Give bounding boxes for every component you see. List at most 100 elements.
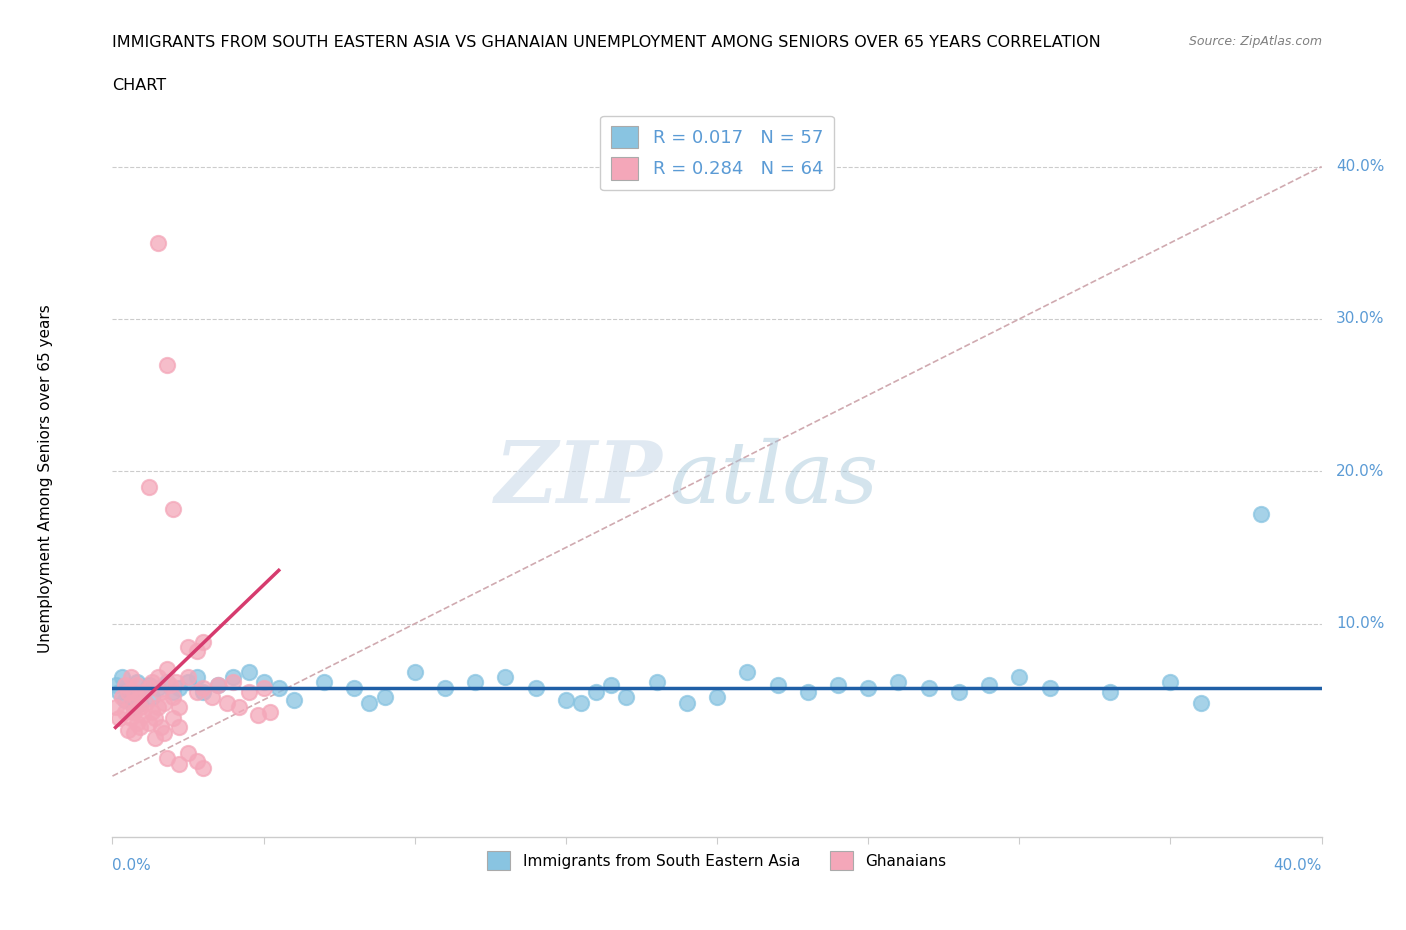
Point [238,665,260,680]
Point [253,680,276,695]
Point [246,708,269,723]
Point [104,700,127,715]
Point [167,720,190,735]
Point [141,689,163,704]
Point [125,677,148,692]
Text: 40.0%: 40.0% [1274,858,1322,873]
Text: 0.0%: 0.0% [112,858,152,873]
Point [228,700,250,715]
Point [404,665,426,680]
Point [122,700,145,715]
Point [737,665,759,680]
Point [1250,507,1272,522]
Point [146,670,169,684]
Text: CHART: CHART [112,78,166,93]
Point [464,674,486,689]
Point [796,684,818,699]
Point [128,720,150,735]
Point [149,720,172,735]
Point [177,639,200,654]
Point [138,715,160,730]
Point [524,680,547,695]
Point [827,677,849,692]
Point [110,670,132,684]
Point [433,680,456,695]
Point [314,674,336,689]
Point [253,674,276,689]
Point [1159,674,1181,689]
Point [918,680,941,695]
Point [138,680,160,695]
Point [132,684,155,699]
Point [120,711,142,725]
Point [138,479,160,494]
Point [120,696,142,711]
Point [132,708,155,723]
Point [146,680,169,695]
Point [585,684,607,699]
Point [616,689,638,704]
Point [149,684,172,699]
Text: 40.0%: 40.0% [1336,159,1385,174]
Point [153,696,176,711]
Point [167,680,190,695]
Point [191,634,214,649]
Point [107,684,129,699]
Point [162,684,184,699]
Point [283,693,305,708]
Point [156,357,179,372]
Point [186,644,208,658]
Text: atlas: atlas [669,438,877,520]
Point [186,753,208,768]
Point [186,670,208,684]
Point [165,674,187,689]
Text: Source: ZipAtlas.com: Source: ZipAtlas.com [1188,35,1322,48]
Text: IMMIGRANTS FROM SOUTH EASTERN ASIA VS GHANAIAN UNEMPLOYMENT AMONG SENIORS OVER 6: IMMIGRANTS FROM SOUTH EASTERN ASIA VS GH… [112,35,1101,50]
Point [117,680,139,695]
Point [153,726,176,741]
Point [117,684,139,699]
Point [156,751,179,765]
Point [1098,684,1121,699]
Point [191,761,214,776]
Point [856,680,880,695]
Point [207,677,229,692]
Point [104,677,127,692]
Point [156,662,179,677]
Text: 20.0%: 20.0% [1336,464,1385,479]
Point [191,684,214,699]
Text: 10.0%: 10.0% [1336,617,1385,631]
Text: ZIP: ZIP [495,437,662,521]
Point [128,696,150,711]
Point [706,689,728,704]
Point [125,674,148,689]
Point [766,677,789,692]
Point [191,680,214,695]
Point [207,677,229,692]
Point [114,705,136,720]
Legend: Immigrants from South Eastern Asia, Ghanaians: Immigrants from South Eastern Asia, Ghan… [481,845,953,876]
Point [122,705,145,720]
Point [128,700,150,715]
Point [887,674,910,689]
Point [177,674,200,689]
Point [125,715,148,730]
Point [138,677,160,692]
Point [1008,670,1031,684]
Point [343,680,366,695]
Point [177,746,200,761]
Point [114,693,136,708]
Point [146,700,169,715]
Point [141,674,163,689]
Point [120,689,142,704]
Point [186,684,208,699]
Point [114,677,136,692]
Point [374,689,396,704]
Point [977,677,1000,692]
Point [554,693,576,708]
Point [141,705,163,720]
Point [359,696,381,711]
Point [117,723,139,737]
Point [217,696,239,711]
Point [177,670,200,684]
